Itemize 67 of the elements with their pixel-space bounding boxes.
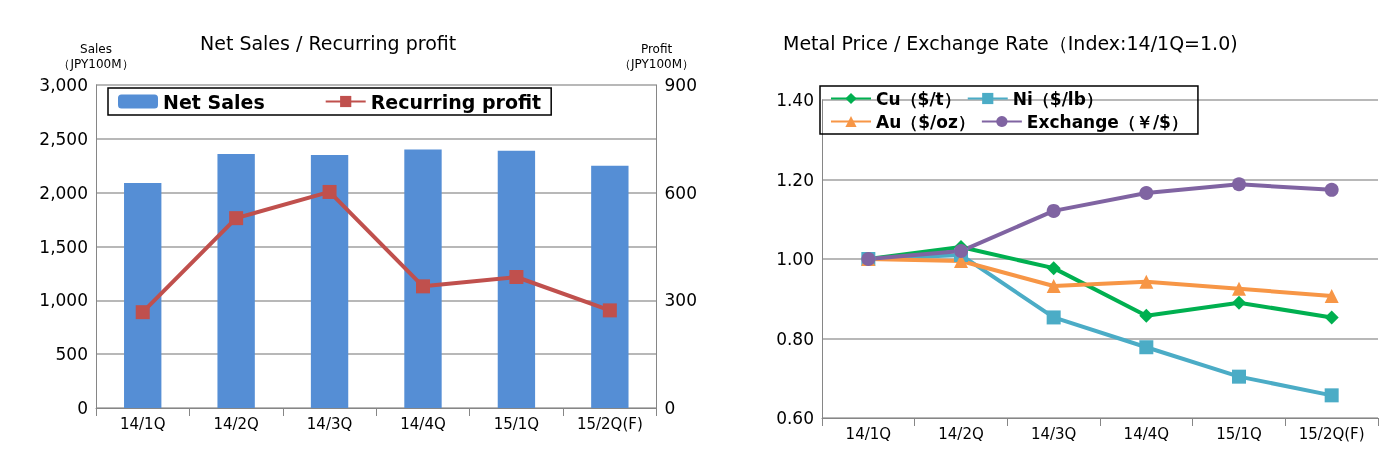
x-tick-label: 15/1Q [493, 414, 540, 433]
legend-label: Au（$/oz） [876, 111, 975, 132]
x-tick-label: 14/1Q [845, 424, 892, 443]
point [415, 279, 430, 294]
point [1232, 177, 1246, 192]
y-tick-label: 1.40 [776, 90, 814, 110]
point [1232, 295, 1246, 310]
point [1139, 340, 1154, 355]
point [1232, 369, 1246, 384]
y-tick-label: 1,000 [39, 290, 88, 311]
y2-tick-label: 900 [664, 75, 698, 95]
point [602, 303, 617, 318]
y-axis-title: Sales （JPY100M） [58, 41, 134, 71]
y-tick-label: 500 [55, 344, 88, 365]
bar [310, 154, 349, 408]
point [1139, 274, 1154, 289]
bar [217, 153, 255, 408]
point [1139, 308, 1154, 323]
point [1139, 186, 1154, 201]
bar [404, 149, 442, 408]
y-tick-label: 1.00 [776, 249, 814, 269]
point [509, 270, 524, 285]
legend-label: Recurring profit [370, 90, 542, 113]
bar [497, 150, 536, 408]
point [954, 244, 968, 259]
x-tick-label: 14/4Q [400, 414, 446, 433]
point [229, 211, 244, 226]
chart-title: Metal Price / Exchange Rate（Index:14/1Q=1.0) [783, 31, 1238, 54]
x-tick-label: 14/2Q [213, 414, 259, 433]
y-tick-label: 3,000 [39, 75, 88, 95]
point [1324, 288, 1339, 303]
legend-label: Net Sales [163, 90, 265, 113]
point [1324, 388, 1339, 403]
bar [591, 165, 629, 408]
legend-label: Ni（$/lb） [1012, 88, 1103, 109]
y-tick-label: 1.20 [776, 169, 814, 190]
y2-tick-label: 300 [664, 290, 698, 311]
point [1324, 310, 1339, 325]
y-tick-label: 2,500 [39, 128, 88, 149]
legend-label: Exchange（￥/$） [1026, 111, 1188, 132]
y-tick-label: 0 [77, 398, 88, 418]
point [1324, 182, 1339, 197]
x-tick-label: 14/2Q [938, 424, 984, 443]
x-tick-label: 15/2Q(F) [1298, 424, 1365, 443]
point [1046, 203, 1061, 218]
y-tick-label: 0.80 [776, 328, 814, 349]
x-tick-label: 14/1Q [119, 414, 166, 433]
y-tick-label: 0.60 [776, 408, 814, 428]
y2-axis-title: Profit （JPY100M） [619, 41, 695, 71]
point [1046, 279, 1061, 294]
x-tick-label: 14/3Q [1030, 424, 1077, 443]
point [1046, 310, 1061, 325]
legend-label: Cu（$/t） [876, 88, 961, 109]
bar [124, 182, 162, 408]
point [1046, 261, 1061, 276]
x-tick-label: 15/1Q [1216, 424, 1262, 443]
y-tick-label: 2,000 [39, 182, 88, 203]
x-tick-label: 15/2Q(F) [576, 414, 643, 433]
y2-tick-label: 600 [664, 182, 698, 203]
x-tick-label: 14/4Q [1123, 424, 1170, 443]
y2-tick-label: 0 [664, 398, 676, 418]
chart-title: Net Sales / Recurring profit [200, 31, 457, 54]
x-tick-label: 14/3Q [306, 414, 353, 433]
point [322, 184, 337, 199]
y-tick-label: 1,500 [39, 236, 88, 257]
point [1232, 281, 1246, 296]
point [135, 305, 150, 320]
